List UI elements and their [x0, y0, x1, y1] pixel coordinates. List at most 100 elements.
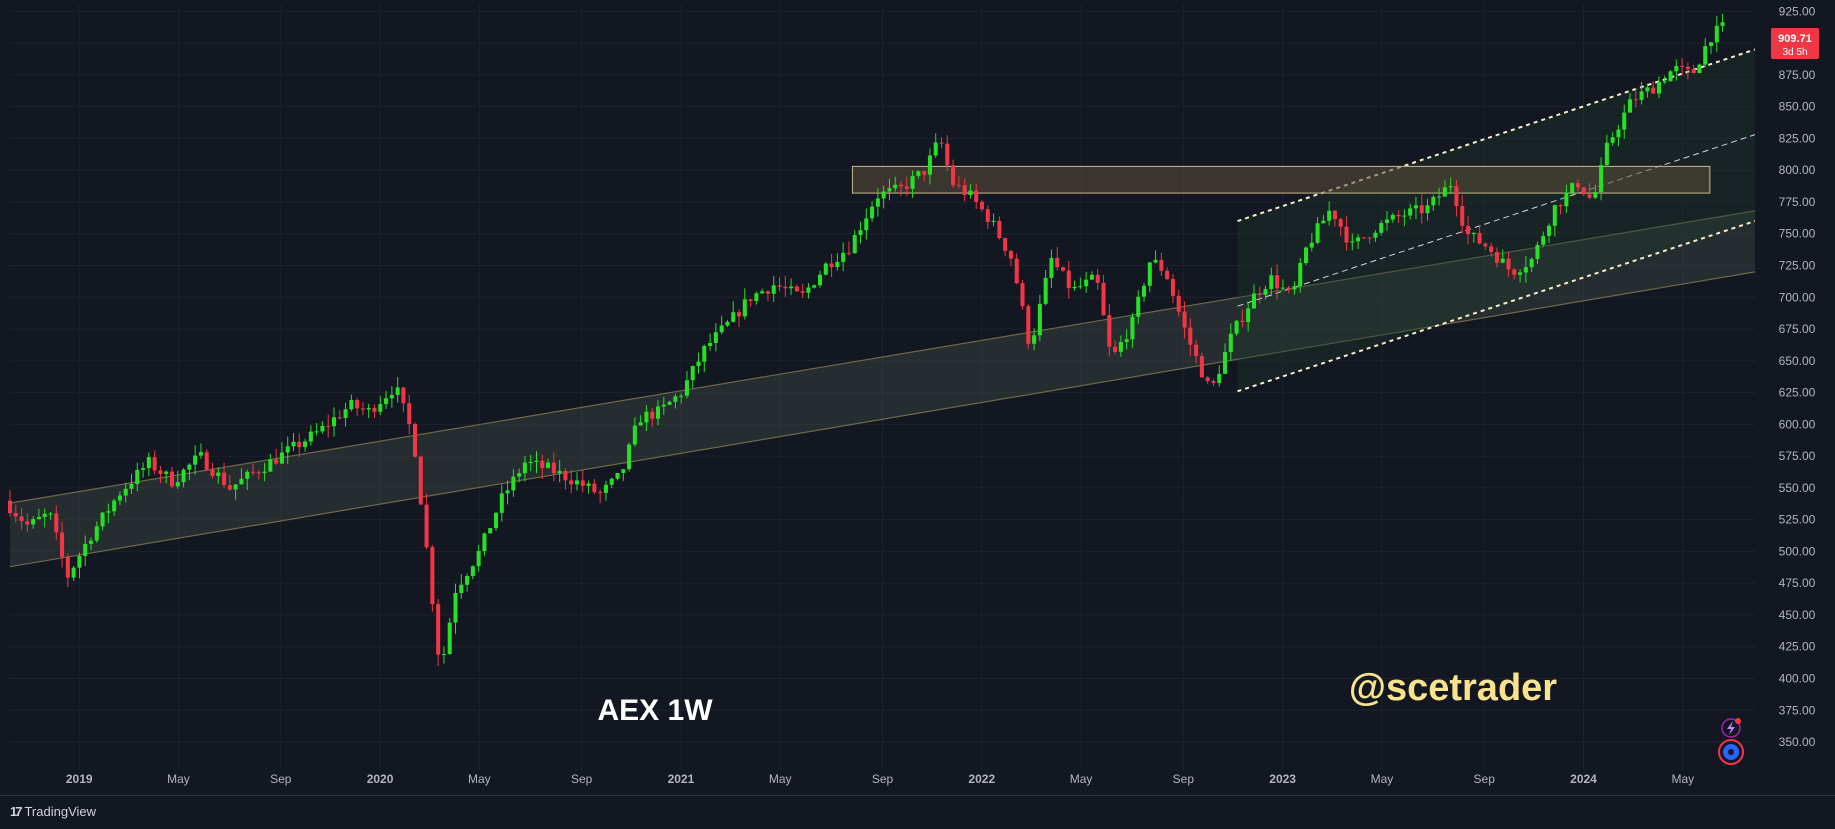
- y-tick-label: 550.00: [1779, 481, 1816, 495]
- candle-body: [274, 459, 279, 464]
- price-axis-panel[interactable]: [1755, 0, 1835, 795]
- candle-body: [245, 471, 250, 479]
- candle-body: [592, 483, 597, 493]
- long-term-channel[interactable]: [9, 210, 1756, 568]
- candle-body: [1101, 282, 1106, 316]
- candle-body: [1575, 183, 1580, 188]
- candle-body: [765, 291, 770, 294]
- x-tick-label: May: [769, 772, 792, 786]
- candle-body: [574, 480, 580, 485]
- candle-body: [644, 411, 649, 423]
- long-channel-lower[interactable]: [9, 271, 1756, 568]
- candle-body: [453, 592, 458, 623]
- candle-body: [1610, 137, 1615, 143]
- settings-gear-icon[interactable]: [1718, 739, 1744, 765]
- y-tick-label: 400.00: [1779, 672, 1816, 686]
- candle-body: [187, 464, 192, 470]
- candle-body: [1379, 223, 1384, 233]
- price-chart[interactable]: 350.00 375.00 400.00 425.00 450.00 475.00 500.…: [0, 0, 1835, 795]
- y-tick-label: 800.00: [1779, 163, 1816, 177]
- candle-body: [881, 191, 886, 199]
- candle-body: [650, 411, 655, 419]
- candle-body: [1141, 285, 1147, 297]
- candle-body: [1350, 241, 1355, 243]
- candle-body: [175, 482, 180, 487]
- candle-body: [898, 184, 904, 187]
- candle-body: [1506, 258, 1511, 270]
- candle-body: [817, 274, 823, 286]
- chart-background: [0, 0, 1835, 795]
- candle-body: [731, 312, 736, 322]
- candle-body: [1344, 226, 1349, 243]
- x-tick-label: 2024: [1570, 772, 1597, 786]
- y-tick-label: 625.00: [1779, 386, 1816, 400]
- candle-body: [1564, 192, 1569, 207]
- short-channel-lower[interactable]: [1237, 220, 1756, 393]
- candle-body: [227, 485, 232, 490]
- candle-body: [939, 142, 944, 144]
- candle-body: [123, 488, 128, 496]
- candle-body: [1176, 295, 1181, 312]
- candle-body: [384, 398, 389, 405]
- short-channel-mid[interactable]: [1237, 134, 1756, 307]
- candle-body: [1651, 87, 1656, 94]
- x-tick-label: Sep: [872, 772, 894, 786]
- candle-body: [1066, 270, 1071, 289]
- candle-body: [349, 400, 354, 410]
- candle-body: [1165, 270, 1170, 280]
- candle-body: [1419, 205, 1424, 214]
- candle-body: [679, 395, 684, 397]
- candle-body: [1500, 258, 1505, 263]
- candle-body: [499, 493, 504, 513]
- candle-body: [7, 500, 13, 514]
- candle-body: [1460, 206, 1465, 226]
- candle-body: [1680, 65, 1685, 67]
- candle-body: [1633, 99, 1638, 101]
- candle-body: [1442, 187, 1447, 197]
- lightning-icon[interactable]: [1721, 718, 1741, 738]
- resistance-zone-box[interactable]: [851, 165, 1711, 194]
- candle-body: [1182, 311, 1187, 328]
- candle-body: [1512, 269, 1517, 275]
- resistance-zone[interactable]: [851, 165, 1711, 194]
- candle-body: [1402, 215, 1407, 217]
- candle-body: [522, 462, 527, 474]
- candle-body: [181, 469, 186, 483]
- candle-body: [233, 484, 238, 490]
- y-tick-label: 750.00: [1779, 227, 1816, 241]
- candle-body: [569, 480, 574, 485]
- candle-body: [1390, 214, 1395, 220]
- candle-body: [331, 417, 337, 427]
- candle-body: [1604, 142, 1609, 165]
- price-axis: 350.00 375.00 400.00 425.00 450.00 475.00 500.…: [1779, 4, 1816, 749]
- tradingview-logo[interactable]: 17 TradingView: [10, 804, 96, 819]
- candle-body: [1049, 257, 1054, 278]
- chart-grid: [10, 5, 1755, 770]
- candle-body: [1494, 252, 1499, 263]
- y-tick-label: 725.00: [1779, 259, 1816, 273]
- candle-body: [736, 312, 742, 317]
- symbol-label: AEX 1W: [597, 694, 713, 727]
- candle-body: [1581, 187, 1586, 195]
- candle-body: [1425, 205, 1430, 214]
- candle-body: [1199, 356, 1204, 378]
- time-axis: 2019 May Sep 2020 May Sep 2021 May Sep 2022 May Sep…: [66, 772, 1694, 786]
- candle-body: [1622, 112, 1627, 130]
- candle-body: [661, 404, 666, 407]
- candle-body: [534, 460, 539, 462]
- candle-body: [1431, 196, 1436, 206]
- candle-body: [1269, 275, 1274, 290]
- long-channel-upper[interactable]: [9, 210, 1756, 504]
- candle-body: [1547, 225, 1552, 236]
- candle-body: [655, 406, 661, 419]
- y-tick-label: 650.00: [1779, 354, 1816, 368]
- candle-body: [465, 576, 470, 585]
- last-price-badge: 909.71 3d 5h: [1771, 28, 1819, 59]
- candle-body: [1477, 232, 1482, 244]
- candle-body: [1662, 81, 1667, 83]
- candle-body: [760, 291, 765, 294]
- candle-body: [279, 452, 284, 464]
- candle-body: [1153, 259, 1158, 263]
- candle-body: [708, 342, 713, 346]
- candle-body: [846, 252, 851, 254]
